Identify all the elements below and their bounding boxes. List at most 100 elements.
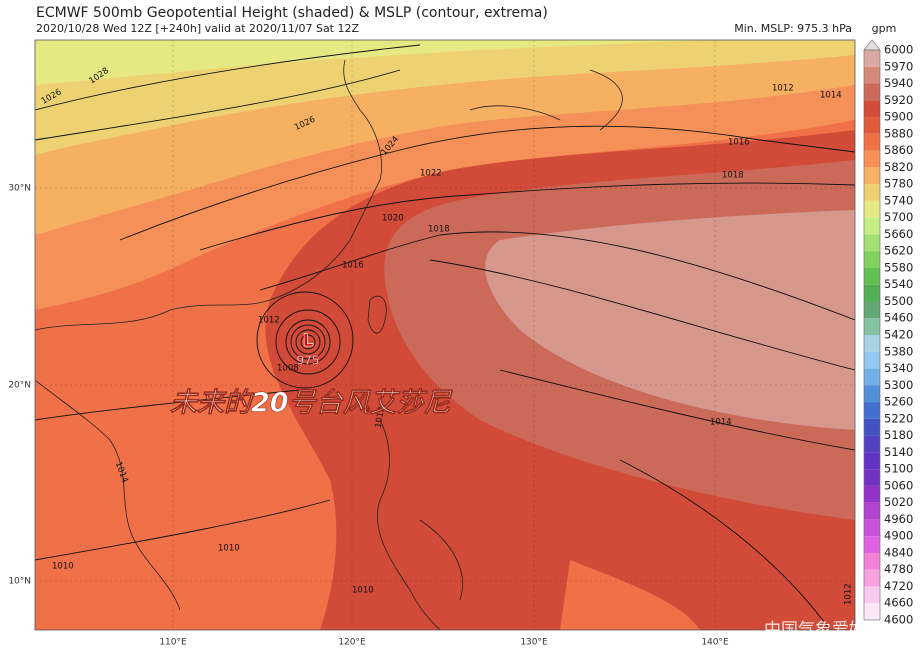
colorbar-swatch xyxy=(864,586,880,604)
colorbar-label: 5340 xyxy=(884,361,913,375)
colorbar-swatch xyxy=(864,301,880,319)
colorbar-swatch xyxy=(864,502,880,520)
contour-label: 1008 xyxy=(277,364,299,374)
colorbar-label: 5220 xyxy=(884,411,913,425)
colorbar-label: 5540 xyxy=(884,277,913,291)
colorbar-label: 5620 xyxy=(884,244,913,258)
colorbar-label: 5940 xyxy=(884,76,913,90)
colorbar-swatch xyxy=(864,217,880,235)
low-value: 975 xyxy=(297,354,320,368)
lon-label: 120°E xyxy=(338,638,366,648)
colorbar-swatch xyxy=(864,150,880,168)
colorbar-label: 4720 xyxy=(884,579,913,593)
colorbar-swatch xyxy=(864,603,880,620)
colorbar-swatch xyxy=(864,167,880,185)
colorbar-label: 5780 xyxy=(884,177,913,191)
colorbar-unit: gpm xyxy=(872,22,897,35)
lat-label: 20°N xyxy=(8,381,31,391)
contour-label: 1012 xyxy=(374,406,388,429)
colorbar-swatch xyxy=(864,435,880,453)
lon-label: 130°E xyxy=(520,638,548,648)
colorbar-label: 4660 xyxy=(884,596,913,610)
contour-label: 1014 xyxy=(820,91,842,101)
colorbar-label: 5300 xyxy=(884,378,913,392)
colorbar-label: 6000 xyxy=(884,43,913,57)
lat-label: 30°N xyxy=(8,184,31,194)
colorbar-label: 5420 xyxy=(884,328,913,342)
colorbar-label: 5020 xyxy=(884,495,913,509)
colorbar-swatch xyxy=(864,368,880,386)
colorbar-label: 5260 xyxy=(884,395,913,409)
colorbar-label: 4780 xyxy=(884,562,913,576)
colorbar-swatch xyxy=(864,267,880,285)
lon-label: 110°E xyxy=(159,638,187,648)
contour-label: 1020 xyxy=(382,214,404,224)
colorbar-swatch xyxy=(864,402,880,419)
colorbar-label: 5100 xyxy=(884,462,913,476)
colorbar-swatch xyxy=(864,184,880,201)
colorbar-label: 5860 xyxy=(884,143,913,157)
colorbar-swatch xyxy=(864,66,880,84)
colorbar-label: 5820 xyxy=(884,160,913,174)
colorbar-label: 5970 xyxy=(884,59,913,73)
colorbar-cap xyxy=(863,39,881,51)
colorbar-frame xyxy=(863,49,881,621)
colorbar-label: 5900 xyxy=(884,110,913,124)
colorbar-swatch xyxy=(864,485,880,503)
colorbar-swatch xyxy=(864,351,880,369)
colorbar-label: 5460 xyxy=(884,311,913,325)
colorbar-label: 4900 xyxy=(884,529,913,543)
colorbar-label: 5180 xyxy=(884,428,913,442)
contour-label: 1014 xyxy=(710,418,732,428)
colorbar-swatch xyxy=(864,100,880,118)
contour-label: 1010 xyxy=(352,586,374,596)
colorbar-swatch xyxy=(864,469,880,486)
min-mslp: Min. MSLP: 975.3 hPa xyxy=(734,22,852,35)
colorbar-swatch xyxy=(864,117,880,134)
colorbar-swatch xyxy=(864,83,880,101)
colorbar-swatch xyxy=(864,318,880,335)
map-subtitle: 2020/10/28 Wed 12Z [+240h] valid at 2020… xyxy=(36,22,359,35)
colorbar-label: 4960 xyxy=(884,512,913,526)
contour-label: 1010 xyxy=(52,562,74,572)
overlay-caption: 未来的20号台风艾莎尼 xyxy=(170,388,454,419)
contour-label: 1022 xyxy=(420,169,442,179)
colorbar-swatch xyxy=(864,200,880,218)
contour-label: 1012 xyxy=(772,84,794,94)
colorbar-label: 5140 xyxy=(884,445,913,459)
lon-label: 140°E xyxy=(701,638,729,648)
colorbar-swatch xyxy=(864,569,880,587)
contour-label: 1018 xyxy=(428,225,450,235)
contour-label: 1012 xyxy=(844,583,854,605)
colorbar-swatch xyxy=(864,335,880,352)
map-area: 1028 1026 1026 1024 1022 1020 1018 1016 … xyxy=(34,39,883,640)
contour-label: 1010 xyxy=(218,544,240,554)
contour-label: 1018 xyxy=(722,171,744,181)
colorbar-label: 4600 xyxy=(884,613,913,627)
colorbar-swatch xyxy=(864,385,880,403)
colorbar-label: 5740 xyxy=(884,193,913,207)
colorbar-swatch xyxy=(864,284,880,302)
colorbar-label: 5700 xyxy=(884,210,913,224)
colorbar-label: 5060 xyxy=(884,478,913,492)
lat-label: 10°N xyxy=(8,577,31,587)
colorbar-swatch xyxy=(864,536,880,553)
low-marker: L xyxy=(303,331,314,351)
contour-label: 1012 xyxy=(258,316,280,326)
colorbar-swatch xyxy=(864,452,880,470)
contour-label: 1016 xyxy=(342,261,364,271)
watermark: 中国气象爱好者 xyxy=(764,620,883,640)
colorbar-label: 5380 xyxy=(884,344,913,358)
colorbar-label: 5580 xyxy=(884,260,913,274)
colorbar-label: 4840 xyxy=(884,545,913,559)
colorbar-swatch xyxy=(864,133,880,151)
contour-label: 1016 xyxy=(728,138,750,148)
colorbar: 6000 5970 5940 5920 5900 5880 5860 5820 5780 5740… xyxy=(863,39,913,627)
colorbar-swatch xyxy=(864,251,880,268)
colorbar-swatch xyxy=(864,50,880,67)
colorbar-swatch xyxy=(864,519,880,537)
colorbar-swatch xyxy=(864,234,880,252)
colorbar-label: 5500 xyxy=(884,294,913,308)
colorbar-swatch xyxy=(864,418,880,436)
